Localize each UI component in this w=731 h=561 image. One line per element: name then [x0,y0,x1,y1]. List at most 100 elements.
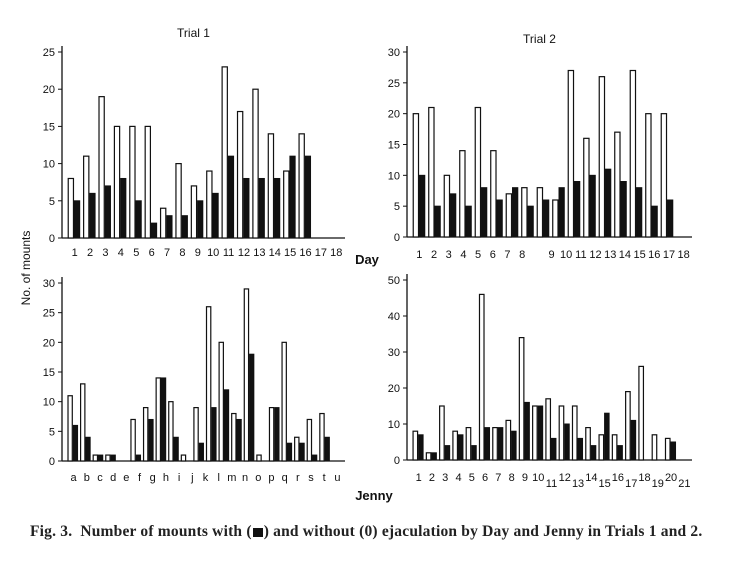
x-tick-label: q [282,472,288,484]
filled-bar-swatch-icon [252,527,263,537]
y-tick-label: 40 [388,311,400,323]
bar-without-ejaculation [98,96,105,239]
bar-without-ejaculation [651,434,658,461]
y-tick-label: 50 [388,275,400,287]
bar-with-ejaculation [72,424,79,462]
bar-without-ejaculation [206,170,213,239]
bar-with-ejaculation [104,185,111,239]
y-axis-title: No. of mounts [19,231,33,306]
x-tick-label: 3 [446,249,452,261]
x-tick-label: 18 [638,472,650,484]
figure-caption: Fig. 3. Number of mounts with () and with… [30,523,720,541]
y-tick-label: 0 [394,232,400,244]
y-tick-label: 30 [43,278,55,290]
bar-with-ejaculation [135,200,142,239]
y-tick-label: 15 [43,121,55,133]
x-tick-label: 9 [548,249,554,261]
x-tick-label: 12 [559,472,571,484]
x-tick-label: 6 [149,247,155,259]
bar-without-ejaculation [474,106,482,238]
x-tick-label: 4 [118,247,124,259]
x-tick-label: k [203,472,209,484]
bar-with-ejaculation [211,407,217,462]
bar-without-ejaculation [505,193,513,238]
bar-with-ejaculation [274,407,280,462]
bar-with-ejaculation [543,199,550,238]
bar-without-ejaculation [583,137,590,238]
x-tick-label: 12 [238,247,250,259]
chart-panel-3: 0 5 10 15 20 25 30 a b c d e f g h i j k l m n o p q r s t u [43,277,345,484]
bar-with-ejaculation [630,419,637,461]
bar-without-ejaculation [428,106,435,238]
bar-without-ejaculation [598,434,605,461]
bar-without-ejaculation [218,341,224,462]
chart-title: Trial 2 [523,32,556,46]
bar-with-ejaculation [497,427,504,461]
bar-without-ejaculation [638,365,645,461]
bar-without-ejaculation [190,185,198,239]
bar-with-ejaculation [564,423,570,461]
caption-figure-number: Fig. 3. [30,523,73,540]
bar-with-ejaculation [524,401,530,461]
bar-without-ejaculation [281,341,287,462]
caption-text-before: Number of mounts with ( [80,523,252,540]
y-tick-label: 15 [43,367,55,379]
bar-with-ejaculation [605,168,612,238]
bar-without-ejaculation [113,125,121,239]
bar-without-ejaculation [283,170,290,239]
bar-without-ejaculation [532,405,538,461]
x-tick-label: j [190,472,193,484]
y-tick-label: 20 [43,84,55,96]
bar-without-ejaculation [175,163,182,239]
x-tick-label: 2 [431,249,437,261]
bar-without-ejaculation [129,125,136,239]
bar-without-ejaculation [306,418,313,462]
x-axis-title-jenny: Jenny [355,488,393,503]
bar-without-ejaculation [439,405,445,461]
bar-without-ejaculation [221,66,228,239]
bar-without-ejaculation [319,412,325,462]
x-tick-label: c [97,472,103,484]
bar-with-ejaculation [431,452,437,461]
bar-without-ejaculation [552,199,559,238]
bar-with-ejaculation [135,454,142,462]
bar-without-ejaculation [130,418,136,462]
x-tick-label: 1 [416,472,422,484]
bar-with-ejaculation [299,442,305,462]
bar-without-ejaculation [536,187,544,238]
bar-without-ejaculation [256,454,262,462]
x-tick-label: r [296,472,300,484]
bar-without-ejaculation [79,383,86,462]
bar-without-ejaculation [205,306,212,462]
x-tick-label: a [71,472,78,484]
bar-with-ejaculation [120,177,127,239]
bar-without-ejaculation [571,405,578,461]
y-tick-label: 25 [43,308,55,320]
bar-with-ejaculation [620,181,627,238]
x-tick-label: 4 [455,472,461,484]
x-tick-label: 12 [589,249,601,261]
bar-without-ejaculation [625,391,631,461]
bar-without-ejaculation [267,133,275,239]
bar-without-ejaculation [243,288,250,462]
y-tick-label: 15 [388,140,400,152]
bar-with-ejaculation [249,353,255,462]
chart-title: Trial 1 [177,26,210,40]
bar-without-ejaculation [558,405,565,461]
bar-with-ejaculation [198,442,204,462]
x-tick-label: i [178,472,180,484]
bar-with-ejaculation [481,187,488,238]
x-tick-label: 14 [619,249,631,261]
bar-without-ejaculation [105,454,111,462]
bar-without-ejaculation [252,88,259,239]
x-tick-label: 17 [315,247,327,259]
y-tick-label: 10 [388,419,400,431]
x-tick-label: 14 [269,247,281,259]
bar-with-ejaculation [636,187,643,238]
bar-without-ejaculation [425,452,432,461]
bar-without-ejaculation [452,430,459,461]
x-tick-label: 10 [207,247,219,259]
x-tick-label: 11 [546,478,557,490]
x-tick-label: 14 [585,472,597,484]
x-tick-label: 11 [575,249,586,261]
